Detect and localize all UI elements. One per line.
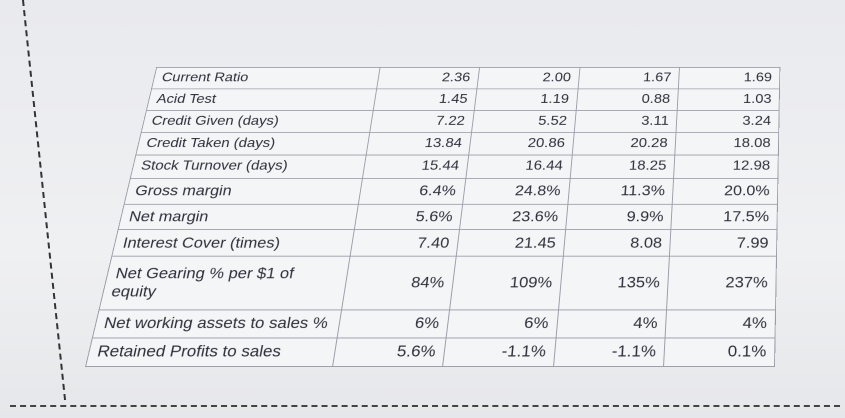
cell-value: 0.88 bbox=[575, 88, 679, 111]
table-row: Net working assets to sales % 6% 6% 4% 4% bbox=[92, 309, 776, 338]
cell-value: 7.22 bbox=[370, 110, 474, 133]
row-label: Current Ratio bbox=[151, 67, 381, 89]
table-wrapper: Current Ratio 2.36 2.00 1.67 1.69 Acid Test 1.… bbox=[85, 67, 781, 367]
row-label: Gross margin bbox=[124, 178, 363, 204]
table-row: Credit Given (days) 7.22 5.52 3.11 3.24 bbox=[141, 110, 780, 133]
cell-value: 0.1% bbox=[663, 337, 776, 367]
cell-value: 135% bbox=[558, 256, 670, 310]
dashed-border bbox=[10, 405, 840, 407]
cell-value: 11.3% bbox=[567, 178, 674, 204]
cell-value: 3.24 bbox=[676, 110, 780, 133]
cell-value: 1.67 bbox=[577, 67, 680, 89]
cell-value: 8.08 bbox=[562, 230, 671, 257]
cell-value: 17.5% bbox=[670, 203, 778, 231]
cell-value: 6% bbox=[337, 309, 450, 338]
cell-value: 109% bbox=[449, 256, 563, 310]
cell-value: 1.03 bbox=[677, 88, 780, 111]
cell-value: 20.0% bbox=[672, 178, 778, 204]
table-row: Current Ratio 2.36 2.00 1.67 1.69 bbox=[151, 67, 780, 89]
row-label: Credit Taken (days) bbox=[135, 132, 371, 156]
cell-value: 3.11 bbox=[573, 110, 678, 133]
cell-value: 24.8% bbox=[462, 178, 570, 204]
cell-value: 18.25 bbox=[569, 155, 675, 179]
row-label: Acid Test bbox=[146, 88, 378, 111]
cell-value: 1.45 bbox=[373, 88, 477, 111]
table-row: Net margin 5.6% 23.6% 9.9% 17.5% bbox=[118, 203, 778, 231]
cell-value: 2.36 bbox=[377, 67, 480, 89]
cell-value: 12.98 bbox=[673, 155, 779, 179]
cell-value: 15.44 bbox=[362, 155, 469, 179]
cell-value: 237% bbox=[666, 256, 777, 310]
cell-value: 2.00 bbox=[476, 67, 580, 89]
table-row: Gross margin 6.4% 24.8% 11.3% 20.0% bbox=[124, 178, 778, 204]
cell-value: 21.45 bbox=[455, 230, 566, 257]
cell-value: 18.08 bbox=[674, 132, 779, 156]
cell-value: 1.69 bbox=[678, 67, 780, 89]
cell-value: 20.28 bbox=[571, 132, 677, 156]
table-row: Stock Turnover (days) 15.44 16.44 18.25 12.9… bbox=[130, 155, 779, 179]
row-label: Net Gearing % per $1 of equity bbox=[99, 256, 351, 310]
cell-value: 9.9% bbox=[565, 203, 673, 231]
table-row: Interest Cover (times) 7.40 21.45 8.08 7.99 bbox=[111, 230, 777, 257]
row-label: Credit Given (days) bbox=[141, 110, 374, 133]
cell-value: 7.40 bbox=[350, 230, 460, 257]
cell-value: 84% bbox=[341, 256, 456, 310]
cell-value: 7.99 bbox=[669, 230, 777, 257]
cell-value: -1.1% bbox=[442, 337, 556, 367]
dashed-border bbox=[22, 0, 67, 400]
cell-value: 5.6% bbox=[332, 337, 446, 367]
row-label: Stock Turnover (days) bbox=[130, 155, 367, 179]
row-label: Net margin bbox=[118, 203, 359, 231]
cell-value: 6% bbox=[445, 309, 559, 338]
cell-value: 20.86 bbox=[468, 132, 574, 156]
ratio-table: Current Ratio 2.36 2.00 1.67 1.69 Acid Test 1.… bbox=[85, 67, 781, 367]
cell-value: 1.19 bbox=[473, 88, 578, 111]
row-label: Net working assets to sales % bbox=[92, 309, 342, 338]
table-row: Net Gearing % per $1 of equity 84% 109% 135… bbox=[99, 256, 777, 310]
cell-value: 16.44 bbox=[465, 155, 572, 179]
row-label: Retained Profits to sales bbox=[85, 337, 338, 367]
row-label: Interest Cover (times) bbox=[111, 230, 355, 257]
cell-value: 13.84 bbox=[366, 132, 472, 156]
cell-value: -1.1% bbox=[553, 337, 666, 367]
table-row: Retained Profits to sales 5.6% -1.1% -1.1% 0… bbox=[85, 337, 776, 367]
cell-value: 6.4% bbox=[358, 178, 466, 204]
cell-value: 5.6% bbox=[354, 203, 463, 231]
cell-value: 4% bbox=[665, 309, 776, 338]
cell-value: 4% bbox=[555, 309, 667, 338]
table-row: Credit Taken (days) 13.84 20.86 20.28 18.08 bbox=[135, 132, 779, 156]
cell-value: 23.6% bbox=[459, 203, 568, 231]
table-row: Acid Test 1.45 1.19 0.88 1.03 bbox=[146, 88, 780, 111]
cell-value: 5.52 bbox=[471, 110, 576, 133]
